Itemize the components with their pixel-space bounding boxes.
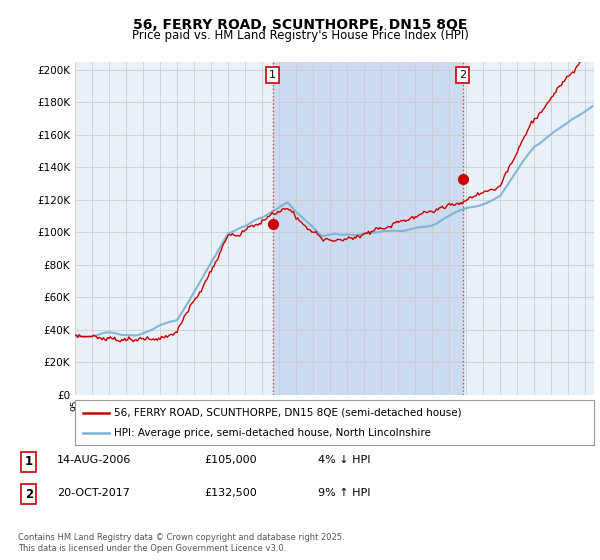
Text: 2: 2 — [459, 70, 466, 80]
Text: HPI: Average price, semi-detached house, North Lincolnshire: HPI: Average price, semi-detached house,… — [114, 428, 431, 438]
Text: Price paid vs. HM Land Registry's House Price Index (HPI): Price paid vs. HM Land Registry's House … — [131, 29, 469, 42]
Bar — [273, 62, 463, 395]
Text: 14-AUG-2006: 14-AUG-2006 — [57, 455, 131, 465]
Text: 9% ↑ HPI: 9% ↑ HPI — [318, 488, 371, 498]
Text: Contains HM Land Registry data © Crown copyright and database right 2025.
This d: Contains HM Land Registry data © Crown c… — [18, 533, 344, 553]
Text: 56, FERRY ROAD, SCUNTHORPE, DN15 8QE: 56, FERRY ROAD, SCUNTHORPE, DN15 8QE — [133, 18, 467, 32]
Text: £132,500: £132,500 — [204, 488, 257, 498]
Text: 2: 2 — [25, 488, 33, 501]
Text: 4% ↓ HPI: 4% ↓ HPI — [318, 455, 371, 465]
Text: 1: 1 — [269, 70, 276, 80]
Text: 56, FERRY ROAD, SCUNTHORPE, DN15 8QE (semi-detached house): 56, FERRY ROAD, SCUNTHORPE, DN15 8QE (se… — [114, 408, 461, 418]
Text: £105,000: £105,000 — [204, 455, 257, 465]
Text: 20-OCT-2017: 20-OCT-2017 — [57, 488, 130, 498]
Text: 1: 1 — [25, 455, 33, 468]
